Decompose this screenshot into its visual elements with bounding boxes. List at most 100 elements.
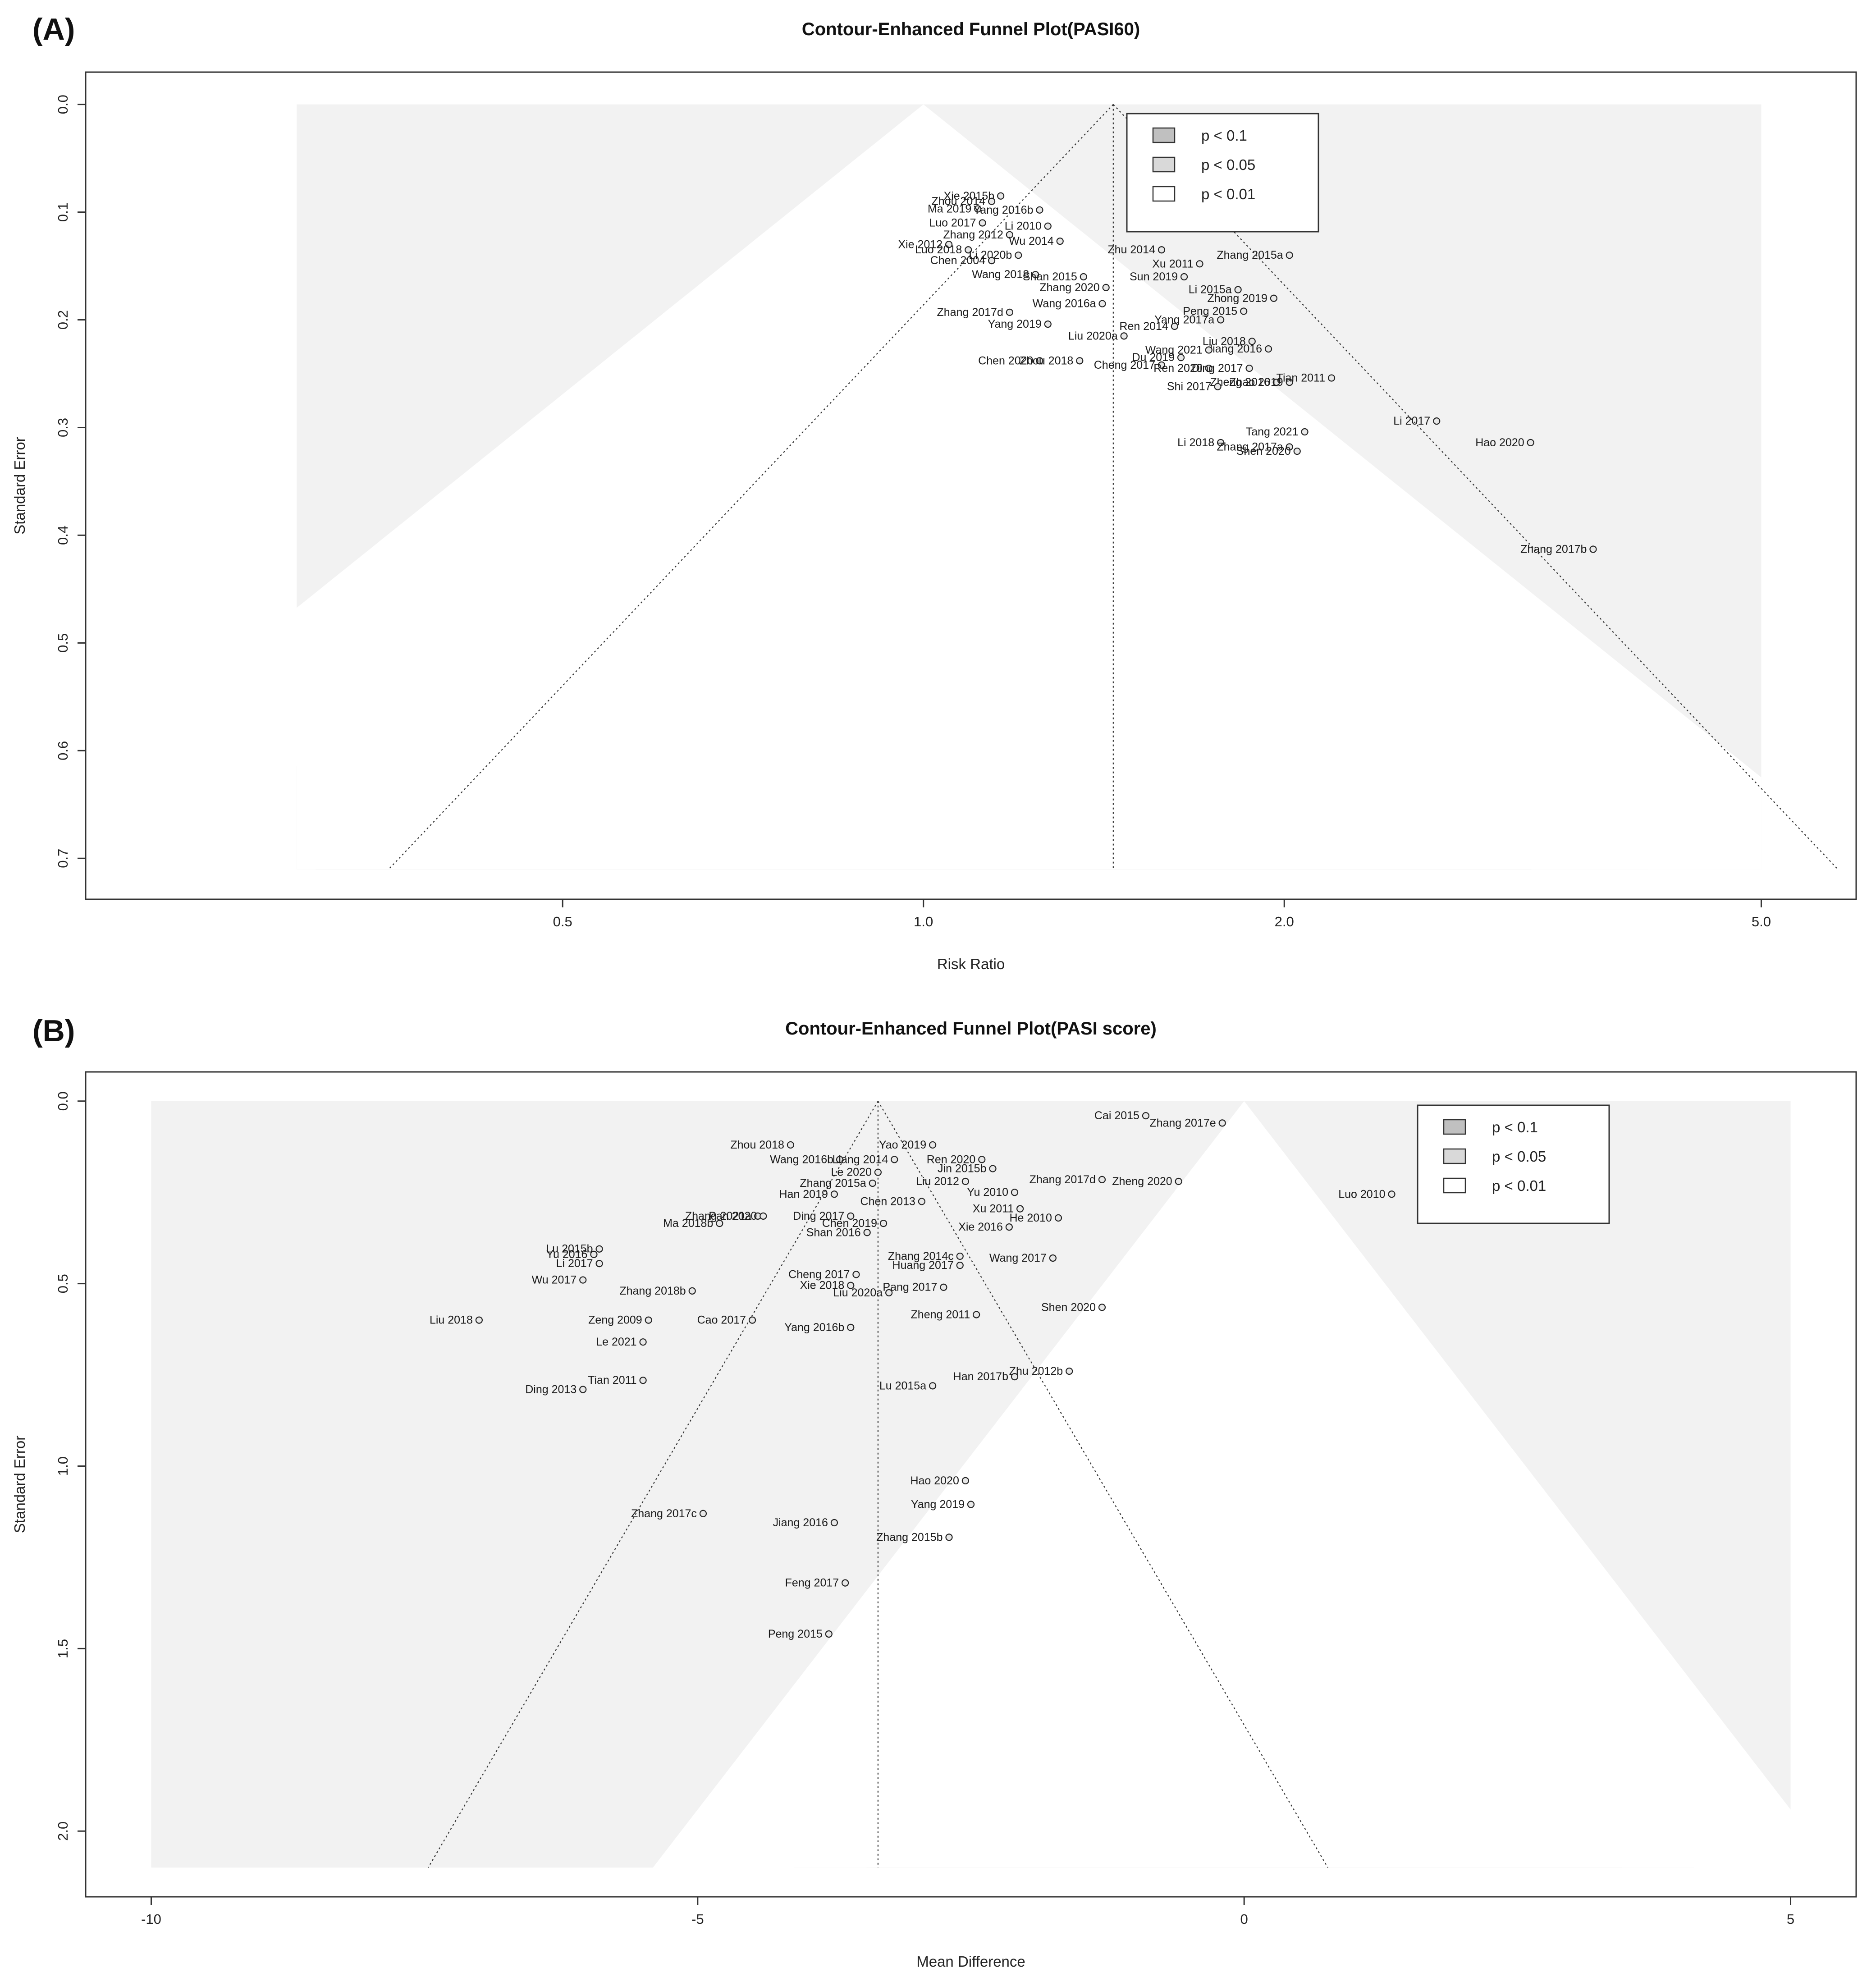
study-label: Yu 2016 xyxy=(546,1248,588,1261)
study-point xyxy=(1301,428,1309,436)
legend-swatch xyxy=(1152,127,1176,143)
study-point xyxy=(940,1283,947,1291)
study-point xyxy=(595,1245,603,1253)
study-point xyxy=(847,1282,855,1289)
y-tick-label: 0.0 xyxy=(55,1091,71,1111)
study-label: Ren 2020 xyxy=(927,1153,975,1166)
study-label: Zhang 2014c xyxy=(888,1250,954,1263)
study-point xyxy=(1286,252,1293,259)
study-label: Ding 2017 xyxy=(793,1210,844,1222)
study-label: Wang 2018 xyxy=(972,268,1029,281)
study-point xyxy=(1217,439,1225,447)
legend-entry: p < 0.1 xyxy=(1201,127,1247,144)
study-label: Le 2020 xyxy=(831,1166,872,1179)
legend-swatch xyxy=(1443,1119,1466,1135)
study-point xyxy=(1098,1176,1106,1183)
study-point xyxy=(1388,1190,1396,1198)
y-axis-title: Standard Error xyxy=(11,437,28,534)
study-label: He 2010 xyxy=(1009,1212,1052,1224)
x-tick-label: -10 xyxy=(141,1911,161,1927)
study-point xyxy=(1011,1189,1019,1196)
y-axis-title: Standard Error xyxy=(11,1436,28,1533)
study-point xyxy=(1056,238,1064,245)
study-point xyxy=(852,1271,860,1278)
study-label: Liu 2018 xyxy=(430,1314,473,1327)
study-point xyxy=(988,197,996,205)
study-point xyxy=(639,1338,647,1346)
study-point xyxy=(688,1287,696,1295)
study-point xyxy=(869,1179,876,1187)
study-label: Yang 2017a xyxy=(1154,314,1214,326)
y-tick-label: 0.1 xyxy=(55,202,71,222)
study-point xyxy=(961,1177,969,1186)
study-point xyxy=(579,1386,587,1393)
study-label: Chen 2004 xyxy=(930,254,985,267)
study-label: Zhang 2017d xyxy=(1030,1173,1096,1186)
study-point xyxy=(830,1519,838,1527)
study-point xyxy=(1218,1119,1226,1127)
study-label: Ma 2018b xyxy=(663,1217,713,1230)
study-label: Wang 2016a xyxy=(1033,298,1096,310)
study-label: Hao 2020 xyxy=(1475,436,1524,449)
study-label: Shen 2020 xyxy=(1236,445,1291,458)
y-tick-label: 0.2 xyxy=(55,310,71,330)
study-point xyxy=(1205,364,1213,372)
study-point xyxy=(1433,417,1441,425)
study-point xyxy=(1240,307,1248,315)
study-label: Wang 2017 xyxy=(989,1252,1047,1264)
study-label: Shan 2016 xyxy=(806,1226,861,1239)
study-label: Yang 2019 xyxy=(911,1498,965,1511)
study-label: Wang 2021 xyxy=(1145,343,1203,356)
study-label: Ma 2019 xyxy=(928,202,971,215)
plot-frame xyxy=(85,71,1857,900)
study-label: Wu 2017 xyxy=(532,1274,577,1286)
x-axis-title: Mean Difference xyxy=(916,1953,1025,1970)
study-label: Hao 2020 xyxy=(910,1474,959,1487)
study-point xyxy=(961,1477,969,1485)
study-label: Liu 2012 xyxy=(916,1175,959,1188)
study-label: Zhu 2012b xyxy=(1009,1365,1063,1378)
study-label: Feng 2017 xyxy=(785,1577,839,1589)
study-label: Tang 2021 xyxy=(1246,426,1299,438)
study-label: Liu 2018 xyxy=(1203,335,1246,348)
study-label: Zhao 2019 xyxy=(1229,376,1283,389)
study-point xyxy=(639,1377,647,1384)
study-point xyxy=(825,1630,833,1638)
study-point xyxy=(590,1250,598,1258)
study-point xyxy=(1217,316,1225,324)
study-label: Zhang 2015a xyxy=(1217,249,1283,261)
legend-entry: p < 0.05 xyxy=(1201,156,1255,173)
study-point xyxy=(945,1533,953,1541)
study-point xyxy=(1248,338,1256,345)
study-point xyxy=(1171,322,1178,330)
y-tick-label: 0.3 xyxy=(55,418,71,437)
panel-label: (A) xyxy=(32,12,75,46)
study-point xyxy=(918,1198,925,1205)
study-label: Yang 2016b xyxy=(973,204,1033,216)
study-label: Zhang 2012 xyxy=(943,229,1003,241)
study-point xyxy=(699,1510,707,1517)
study-label: Zheng 2020 xyxy=(1112,1175,1172,1188)
y-tick-label: 0.5 xyxy=(55,1274,71,1293)
study-label: Zhang 2017b xyxy=(1520,543,1587,555)
y-tick-label: 0.0 xyxy=(55,95,71,114)
study-label: Tian 2011 xyxy=(1277,372,1325,384)
study-point xyxy=(1286,379,1293,386)
contour-p-0.01 xyxy=(653,1101,1791,1868)
study-point xyxy=(1076,357,1084,365)
study-point xyxy=(1006,231,1013,238)
y-tick-label: 2.0 xyxy=(55,1822,71,1841)
y-tick-label: 1.5 xyxy=(55,1639,71,1658)
pseudo-ci-right-line xyxy=(877,1101,1328,1868)
study-point xyxy=(1286,443,1293,451)
study-point xyxy=(1036,357,1043,365)
study-point xyxy=(1327,374,1336,382)
study-label: Zhou 2018 xyxy=(1020,354,1074,367)
study-point xyxy=(973,1311,980,1318)
x-tick-label: 2.0 xyxy=(1275,914,1294,929)
study-point xyxy=(1102,284,1110,291)
study-label: Han 2019 xyxy=(779,1188,828,1200)
chart-title: Contour-Enhanced Funnel Plot(PASI score) xyxy=(785,1019,1157,1039)
study-label: Chen 2020 xyxy=(978,354,1033,367)
